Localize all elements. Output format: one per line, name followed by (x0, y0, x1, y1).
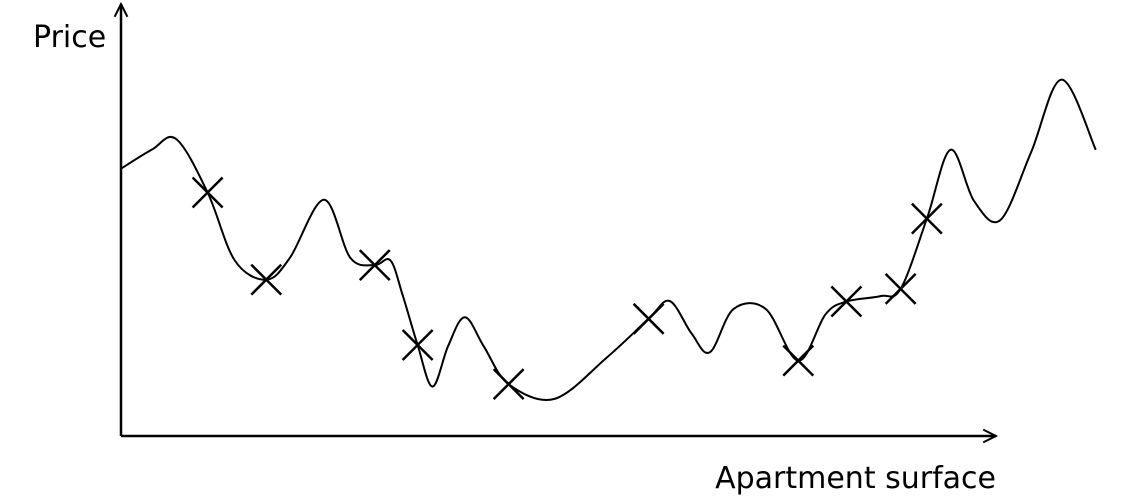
data-point-9 (884, 272, 917, 305)
data-point-10 (910, 202, 943, 235)
data-point-6 (632, 302, 665, 335)
data-point-3 (358, 249, 391, 281)
data-point-8 (830, 285, 863, 318)
data-points (191, 176, 943, 401)
x-axis-label: Apartment surface (715, 461, 996, 496)
data-point-4 (401, 329, 434, 361)
data-point-2 (250, 263, 283, 296)
data-point-1 (191, 176, 224, 209)
fitted-curve (120, 78, 1097, 401)
y-axis-label: Price (33, 20, 106, 55)
data-point-7 (782, 344, 815, 377)
data-point-5 (492, 368, 525, 401)
